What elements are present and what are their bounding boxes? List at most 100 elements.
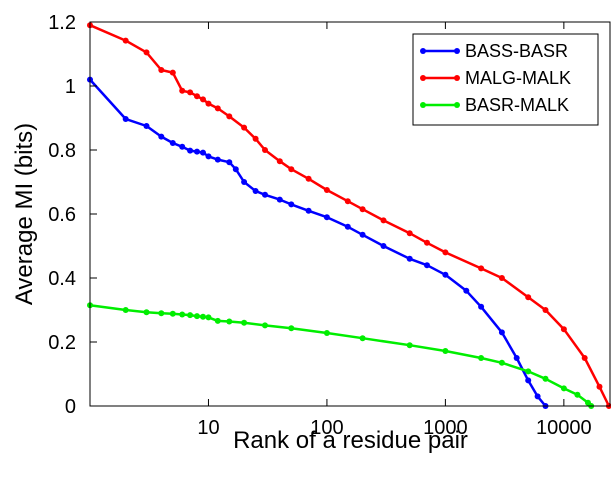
data-point-bass-basr bbox=[288, 201, 295, 208]
data-point-bass-basr bbox=[276, 196, 283, 203]
data-point-basr-malk bbox=[179, 311, 186, 318]
x-tick-label: 100 bbox=[310, 417, 343, 439]
legend-label: MALG-MALK bbox=[465, 68, 571, 88]
data-point-basr-malk bbox=[525, 368, 532, 375]
data-point-basr-malk bbox=[200, 313, 206, 320]
legend-box bbox=[412, 33, 599, 126]
data-point-malg-malk bbox=[478, 265, 485, 272]
data-point-basr-malk bbox=[498, 359, 505, 366]
data-point-malg-malk bbox=[262, 147, 268, 153]
legend-swatch-marker bbox=[454, 48, 460, 54]
data-point-bass-basr bbox=[344, 223, 351, 230]
data-point-basr-malk bbox=[122, 307, 129, 313]
data-point-malg-malk bbox=[288, 166, 295, 173]
data-point-bass-basr bbox=[359, 231, 366, 238]
data-point-bass-basr bbox=[513, 355, 520, 361]
legend-label: BASR-MALK bbox=[465, 95, 569, 115]
tick-layer: 10 100 1000 10000 0 0.2 0.4 0.6 0.8 1 1.2 bbox=[48, 12, 591, 439]
data-point-basr-malk bbox=[194, 313, 200, 320]
data-point-basr-malk bbox=[158, 310, 165, 317]
data-point-malg-malk bbox=[169, 69, 176, 76]
series-layer bbox=[87, 22, 611, 409]
data-point-bass-basr bbox=[241, 179, 248, 185]
legend-swatch-marker bbox=[454, 75, 460, 81]
data-point-bass-basr bbox=[424, 262, 430, 269]
data-point-malg-malk bbox=[143, 49, 150, 56]
data-point-malg-malk bbox=[194, 93, 200, 100]
legend-swatch-marker bbox=[420, 102, 426, 108]
data-point-malg-malk bbox=[252, 135, 259, 142]
data-point-basr-malk bbox=[143, 309, 150, 316]
data-point-bass-basr bbox=[194, 148, 200, 155]
data-point-malg-malk bbox=[406, 230, 413, 237]
x-tick-label: 10000 bbox=[536, 417, 592, 439]
y-tick-label: 0.4 bbox=[48, 268, 76, 290]
data-point-malg-malk bbox=[498, 275, 505, 281]
data-point-bass-basr bbox=[442, 271, 449, 278]
data-point-bass-basr bbox=[498, 329, 505, 336]
data-point-basr-malk bbox=[262, 322, 268, 329]
data-point-basr-malk bbox=[442, 348, 449, 354]
data-point-basr-malk bbox=[542, 375, 549, 382]
data-point-malg-malk bbox=[187, 89, 194, 96]
data-point-bass-basr bbox=[262, 191, 268, 198]
y-tick-label: 1 bbox=[65, 76, 76, 98]
data-point-basr-malk bbox=[226, 318, 233, 325]
y-axis-title: Average MI (bits) bbox=[11, 123, 38, 305]
data-point-malg-malk bbox=[323, 187, 330, 193]
data-point-basr-malk bbox=[406, 342, 413, 349]
data-point-bass-basr bbox=[252, 188, 259, 194]
data-point-bass-basr bbox=[226, 159, 233, 166]
legend-swatch-marker bbox=[420, 48, 426, 54]
data-point-basr-malk bbox=[214, 317, 221, 324]
data-point-malg-malk bbox=[158, 67, 165, 73]
data-point-bass-basr bbox=[232, 166, 239, 173]
data-point-basr-malk bbox=[359, 335, 366, 342]
data-point-bass-basr bbox=[143, 123, 150, 129]
data-point-bass-basr bbox=[187, 147, 194, 154]
x-tick-label: 10 bbox=[197, 417, 219, 439]
data-point-basr-malk bbox=[187, 312, 194, 319]
data-point-malg-malk bbox=[380, 217, 387, 224]
data-point-malg-malk bbox=[581, 355, 588, 361]
data-point-bass-basr bbox=[305, 207, 312, 214]
data-point-bass-basr bbox=[380, 243, 387, 249]
data-point-malg-malk bbox=[241, 124, 248, 131]
data-point-bass-basr bbox=[463, 287, 470, 294]
data-point-malg-malk bbox=[226, 113, 233, 120]
legend: BASS-BASR MALG-MALK BASR-MALK bbox=[412, 33, 599, 126]
data-point-basr-malk bbox=[574, 391, 581, 398]
y-tick-label: 0.8 bbox=[48, 140, 76, 162]
legend-label: BASS-BASR bbox=[465, 41, 568, 61]
data-point-bass-basr bbox=[200, 149, 206, 156]
data-point-malg-malk bbox=[560, 326, 567, 333]
data-point-malg-malk bbox=[122, 37, 129, 44]
data-point-malg-malk bbox=[179, 87, 186, 94]
data-point-malg-malk bbox=[596, 383, 603, 390]
x-tick-label: 1000 bbox=[423, 417, 468, 439]
data-point-bass-basr bbox=[406, 255, 413, 262]
data-point-bass-basr bbox=[205, 153, 212, 160]
data-point-bass-basr bbox=[179, 143, 186, 150]
data-point-malg-malk bbox=[205, 100, 212, 107]
data-point-bass-basr bbox=[534, 393, 541, 400]
data-point-basr-malk bbox=[560, 385, 567, 392]
data-point-malg-malk bbox=[359, 206, 366, 213]
data-point-bass-basr bbox=[323, 214, 330, 221]
data-point-basr-malk bbox=[169, 310, 176, 317]
data-point-malg-malk bbox=[200, 96, 206, 103]
data-point-bass-basr bbox=[158, 133, 165, 140]
data-point-malg-malk bbox=[442, 249, 449, 256]
y-tick-label: 0.2 bbox=[48, 332, 76, 354]
data-point-basr-malk bbox=[205, 314, 212, 321]
y-tick-label: 0 bbox=[65, 396, 76, 418]
legend-swatch-marker bbox=[420, 75, 426, 81]
data-point-malg-malk bbox=[305, 175, 312, 182]
data-point-malg-malk bbox=[276, 158, 283, 165]
data-point-basr-malk bbox=[323, 330, 330, 336]
data-point-malg-malk bbox=[214, 105, 221, 112]
data-point-malg-malk bbox=[344, 198, 351, 205]
data-point-basr-malk bbox=[288, 325, 295, 332]
data-point-bass-basr bbox=[169, 140, 176, 146]
